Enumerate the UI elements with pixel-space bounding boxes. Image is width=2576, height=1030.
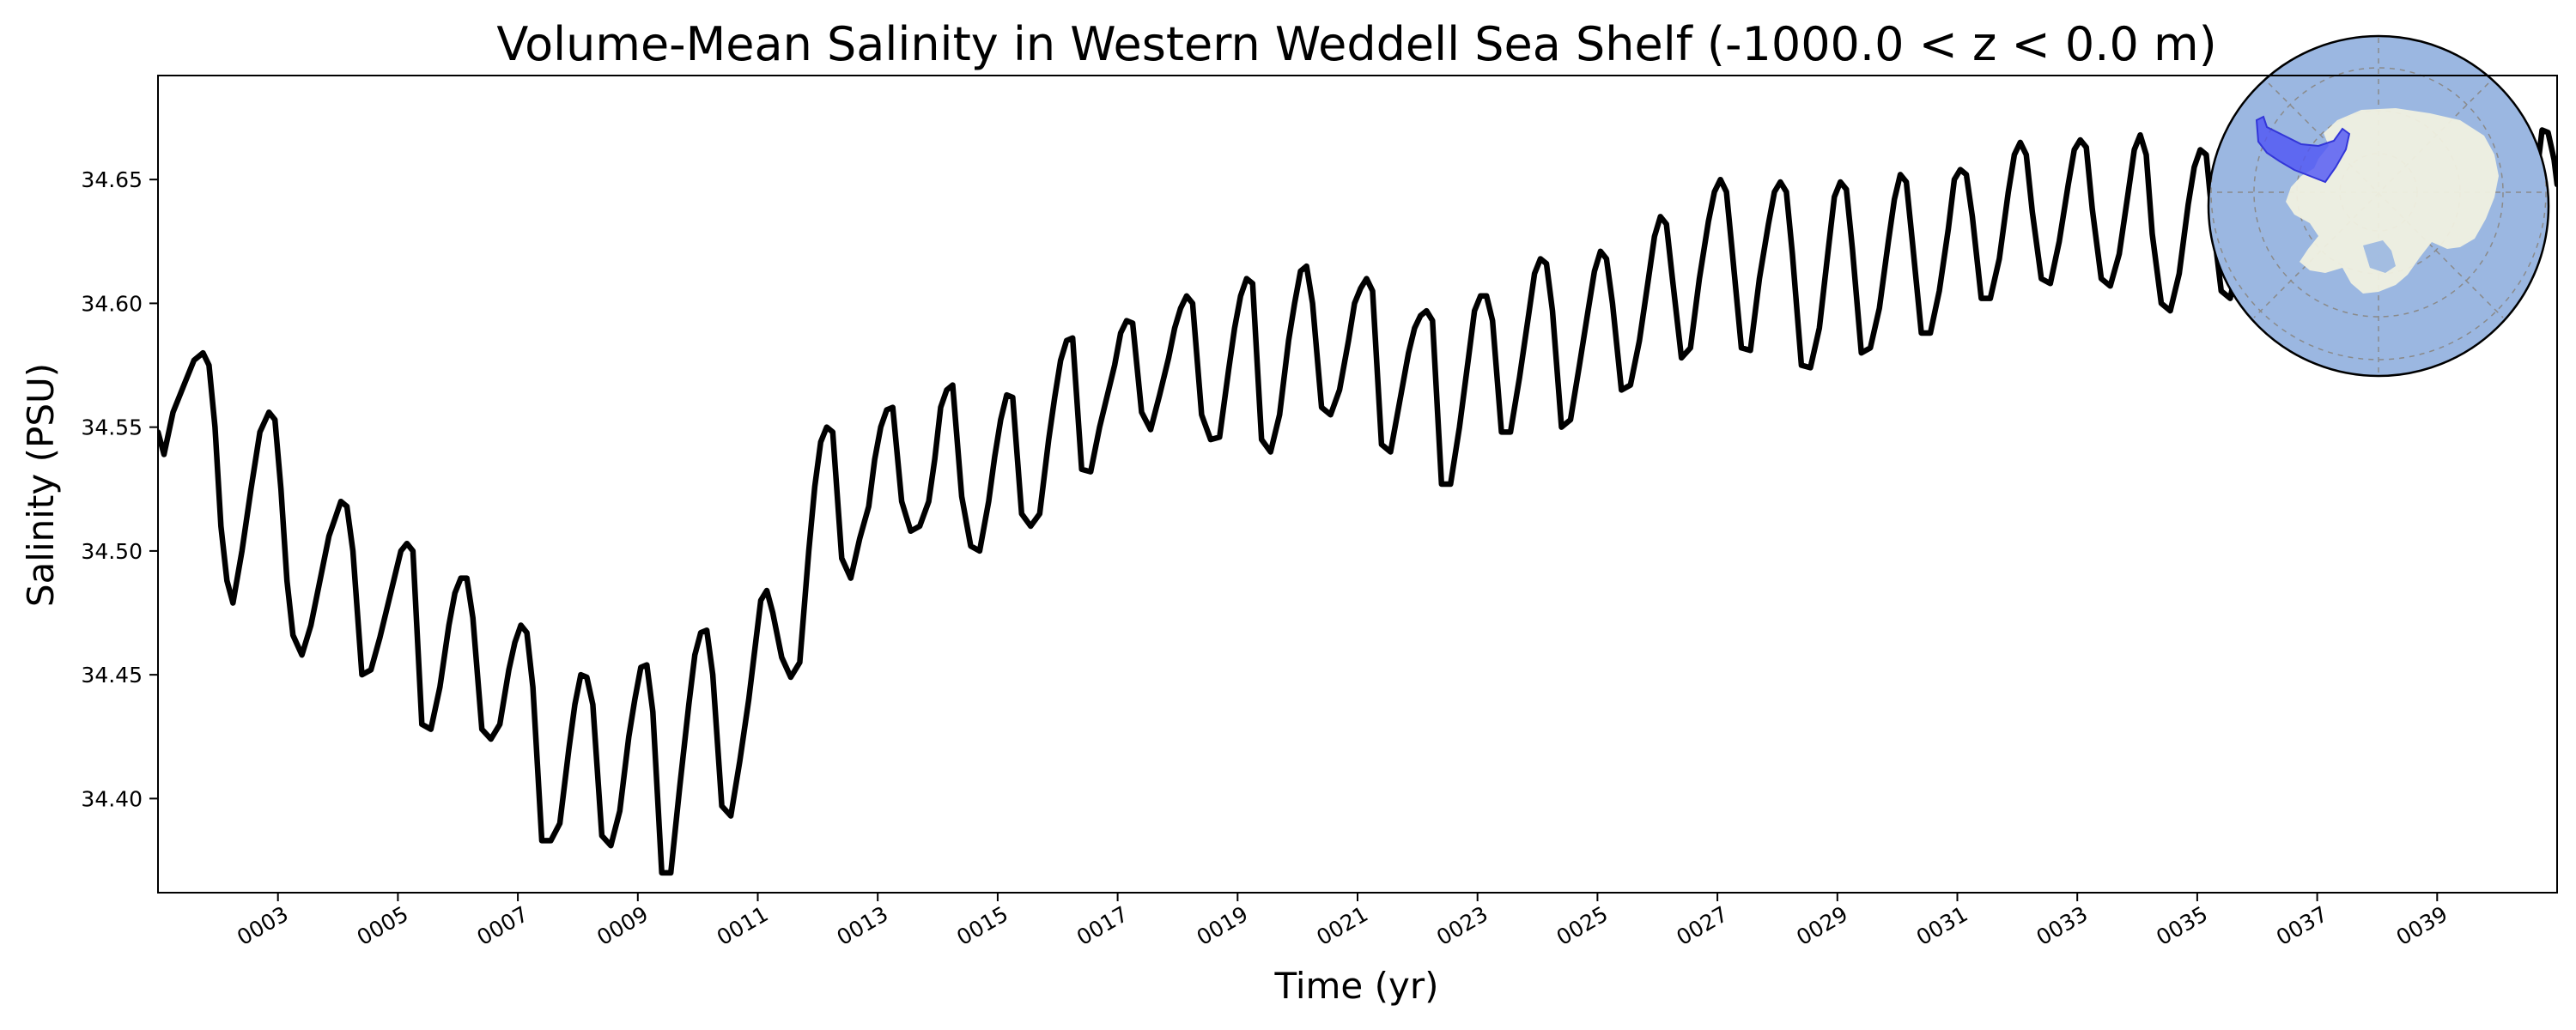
x-tick-label: 0019 [1193, 901, 1253, 950]
antarctica-inset-map [2207, 34, 2550, 378]
x-tick-label: 0027 [1672, 901, 1732, 950]
y-axis: 34.40 34.45 34.50 34.55 34.60 34.65 [81, 167, 158, 811]
x-tick-label: 0035 [2152, 901, 2212, 950]
y-tick-label: 34.40 [81, 786, 143, 811]
y-tick-label: 34.45 [81, 663, 143, 688]
x-tick-label: 0023 [1432, 901, 1492, 950]
x-tick-label: 0011 [713, 901, 773, 950]
inset-ice-shelf [2363, 240, 2396, 273]
y-tick-label: 34.50 [81, 539, 143, 564]
salinity-series-line [158, 127, 2557, 876]
x-tick-label: 0033 [2032, 901, 2093, 950]
plot-area [158, 127, 2557, 876]
x-tick-label: 0021 [1312, 901, 1372, 950]
x-axis-label: Time (yr) [1273, 965, 1438, 1007]
x-tick-label: 0017 [1072, 901, 1133, 950]
y-tick-label: 34.65 [81, 167, 143, 192]
chart-title: Volume-Mean Salinity in Western Weddell … [496, 17, 2216, 71]
x-tick-label: 0005 [353, 901, 413, 950]
x-tick-label: 0007 [472, 901, 532, 950]
x-tick-label: 0003 [233, 901, 293, 950]
x-tick-label: 0031 [1912, 901, 1972, 950]
inset-western-weddell-region [2255, 115, 2351, 184]
x-tick-label: 0039 [2392, 901, 2452, 950]
x-tick-label: 0009 [592, 901, 653, 950]
y-axis-label: Salinity (PSU) [20, 363, 62, 607]
y-tick-label: 34.55 [81, 415, 143, 440]
x-tick-label: 0029 [1792, 901, 1852, 950]
y-tick-label: 34.60 [81, 291, 143, 316]
plot-frame [157, 75, 2558, 894]
x-tick-label: 0037 [2272, 901, 2332, 950]
inset-frame [2207, 34, 2550, 378]
x-tick-label: 0013 [833, 901, 893, 950]
x-tick-label: 0015 [952, 901, 1012, 950]
x-tick-label: 0025 [1552, 901, 1613, 950]
x-axis: 0003 0005 0007 0009 0011 0013 0015 0017 0019 0021… [233, 893, 2451, 950]
